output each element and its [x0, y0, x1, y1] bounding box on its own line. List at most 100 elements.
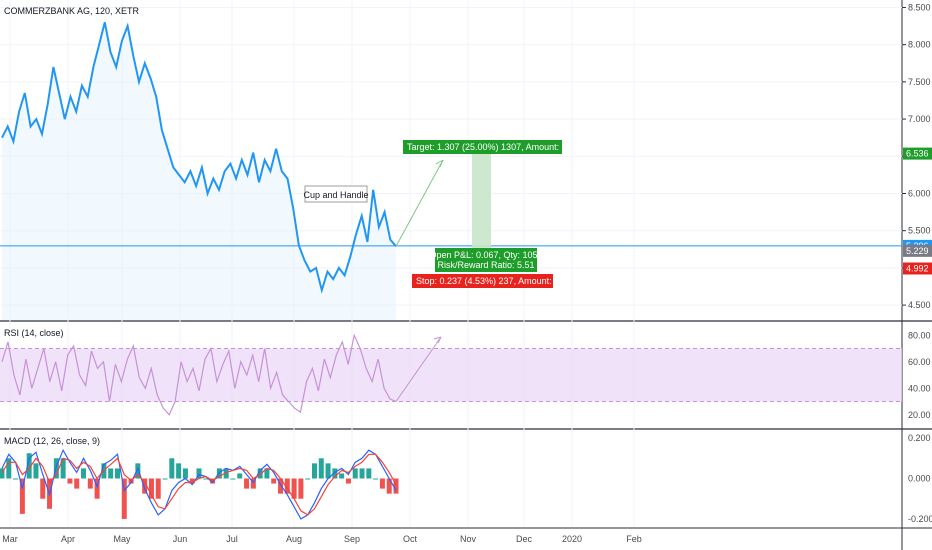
- macd-tick-label: 0.000: [908, 474, 931, 484]
- time-tick-label: Jun: [173, 534, 188, 544]
- time-tick-label: May: [113, 534, 131, 544]
- price-tick-label: 7.500: [908, 77, 931, 87]
- rsi-title: RSI (14, close): [4, 328, 64, 338]
- macd-histogram-bar: [284, 478, 290, 494]
- stop-label: Stop: 0.237 (4.53%) 237, Amount: 750.2: [416, 276, 577, 286]
- macd-tick-label: 0.200: [908, 433, 931, 443]
- pnl-box: [435, 248, 537, 272]
- projection-arrow: [395, 159, 444, 247]
- price-tick-label: 5.500: [908, 226, 931, 236]
- macd-histogram-bar: [26, 453, 32, 479]
- time-tick-label: Jul: [226, 534, 238, 544]
- macd-histogram-bar: [33, 463, 39, 479]
- time-tick-label: Sep: [344, 534, 360, 544]
- macd-histogram-bar: [94, 478, 100, 499]
- pnl-line-1: Open P&L: 0.067, Qty: 1054: [429, 250, 542, 260]
- price-tick-label: 6.000: [908, 188, 931, 198]
- macd-histogram-bar: [318, 458, 324, 479]
- macd-histogram-bar: [203, 478, 209, 480]
- macd-histogram-bar: [325, 463, 331, 479]
- macd-histogram-bar: [332, 468, 338, 479]
- macd-histogram-bar: [121, 478, 127, 519]
- macd-histogram-bar: [148, 478, 154, 499]
- macd-histogram-bar: [271, 478, 277, 484]
- macd-histogram-bar: [169, 458, 175, 479]
- time-tick-label: Feb: [626, 534, 642, 544]
- rsi-band: [0, 348, 902, 402]
- rsi-tick-label: 80.00: [908, 330, 931, 340]
- pnl-line-2: Risk/Reward Ratio: 5.51: [437, 260, 534, 270]
- macd-histogram-bar: [237, 473, 243, 479]
- time-tick-label: Apr: [61, 534, 75, 544]
- macd-histogram-bar: [74, 478, 80, 489]
- macd-histogram-bar: [230, 478, 236, 480]
- macd-line: [1, 448, 397, 520]
- time-tick-label: Aug: [286, 534, 302, 544]
- macd-histogram-bar: [264, 468, 270, 479]
- time-tick-label: Nov: [460, 534, 477, 544]
- price-tick-label: 7.000: [908, 114, 931, 124]
- macd-histogram-bar: [257, 468, 263, 479]
- price-tick-label: 8.500: [908, 2, 931, 12]
- macd-title: MACD (12, 26, close, 9): [4, 436, 100, 446]
- macd-histogram-bar: [155, 478, 161, 499]
- rsi-tick-label: 40.00: [908, 383, 931, 393]
- time-tick-label: Dec: [516, 534, 533, 544]
- macd-histogram-bar: [60, 458, 66, 479]
- macd-histogram-bar: [223, 468, 229, 479]
- macd-histogram-bar: [40, 478, 46, 499]
- target-label: Target: 1.307 (25.00%) 1307, Amount: 237…: [407, 142, 594, 152]
- rsi-arrow: [395, 336, 442, 402]
- macd-histogram-bar: [13, 478, 19, 480]
- macd-histogram-bar: [379, 478, 385, 489]
- macd-histogram-bar: [278, 478, 284, 494]
- pattern-label: Cup and Handle: [303, 190, 368, 200]
- target-zone: [472, 153, 491, 251]
- rsi-tick-label: 20.00: [908, 410, 931, 420]
- time-tick-label: Mar: [2, 534, 18, 544]
- macd-histogram-bar: [114, 468, 120, 479]
- macd-histogram-bar: [162, 478, 168, 480]
- entry-tag-label: 5.229: [906, 246, 929, 256]
- macd-histogram-bar: [305, 478, 311, 480]
- macd-pane[interactable]: MACD (12, 26, close, 9): [0, 436, 399, 520]
- macd-histogram-bar: [291, 478, 297, 499]
- macd-histogram-bar: [0, 468, 5, 479]
- macd-histogram-bar: [386, 478, 392, 494]
- target-tag-label: 6.536: [906, 149, 929, 159]
- price-tick-label: 4.500: [908, 300, 931, 310]
- macd-histogram-bar: [244, 478, 250, 489]
- macd-histogram-bar: [196, 468, 202, 479]
- stop-tag-label: 4.992: [906, 264, 929, 274]
- macd-histogram-bar: [108, 468, 114, 479]
- price-area: [2, 22, 396, 321]
- price-line: [1, 22, 397, 294]
- macd-histogram-bar: [135, 463, 141, 479]
- macd-histogram-bar: [345, 478, 351, 484]
- macd-histogram-bar: [352, 468, 358, 479]
- macd-histogram-bar: [311, 463, 317, 479]
- macd-histogram-bar: [19, 478, 25, 514]
- time-tick-label: 2020: [562, 534, 582, 544]
- annotations[interactable]: Cup and Handle Target: 1.307 (25.00%) 130…: [303, 140, 594, 288]
- macd-histogram-bar: [67, 478, 73, 484]
- macd-histogram-bar: [366, 468, 372, 479]
- macd-tick-label: -0.200: [908, 514, 932, 524]
- price-pane[interactable]: [0, 22, 902, 321]
- rsi-pane[interactable]: RSI (14, close): [0, 328, 902, 416]
- macd-histogram-bar: [393, 478, 399, 494]
- macd-histogram-bar: [189, 478, 195, 484]
- price-tick-label: 8.000: [908, 40, 931, 50]
- entry-tag: [903, 244, 932, 257]
- macd-histogram-bar: [81, 468, 87, 479]
- pattern-label-box: [304, 185, 368, 203]
- macd-histogram-bar: [176, 463, 182, 479]
- macd-histogram-bar: [339, 473, 345, 479]
- macd-histogram-bar: [142, 478, 148, 494]
- signal-line: [1, 453, 397, 516]
- macd-histogram-bar: [6, 458, 12, 479]
- arrow-head: [435, 159, 444, 168]
